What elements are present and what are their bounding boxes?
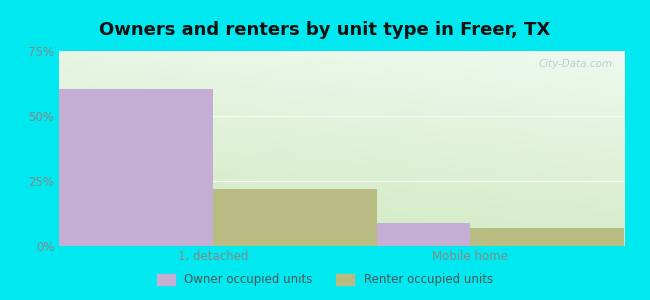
Legend: Owner occupied units, Renter occupied units: Owner occupied units, Renter occupied un… bbox=[153, 269, 497, 291]
Text: City-Data.com: City-Data.com bbox=[539, 59, 613, 69]
Bar bbox=[213, 189, 377, 246]
Bar bbox=[48, 89, 213, 246]
Text: Owners and renters by unit type in Freer, TX: Owners and renters by unit type in Freer… bbox=[99, 21, 551, 39]
Bar bbox=[470, 228, 634, 246]
Bar bbox=[306, 223, 470, 246]
